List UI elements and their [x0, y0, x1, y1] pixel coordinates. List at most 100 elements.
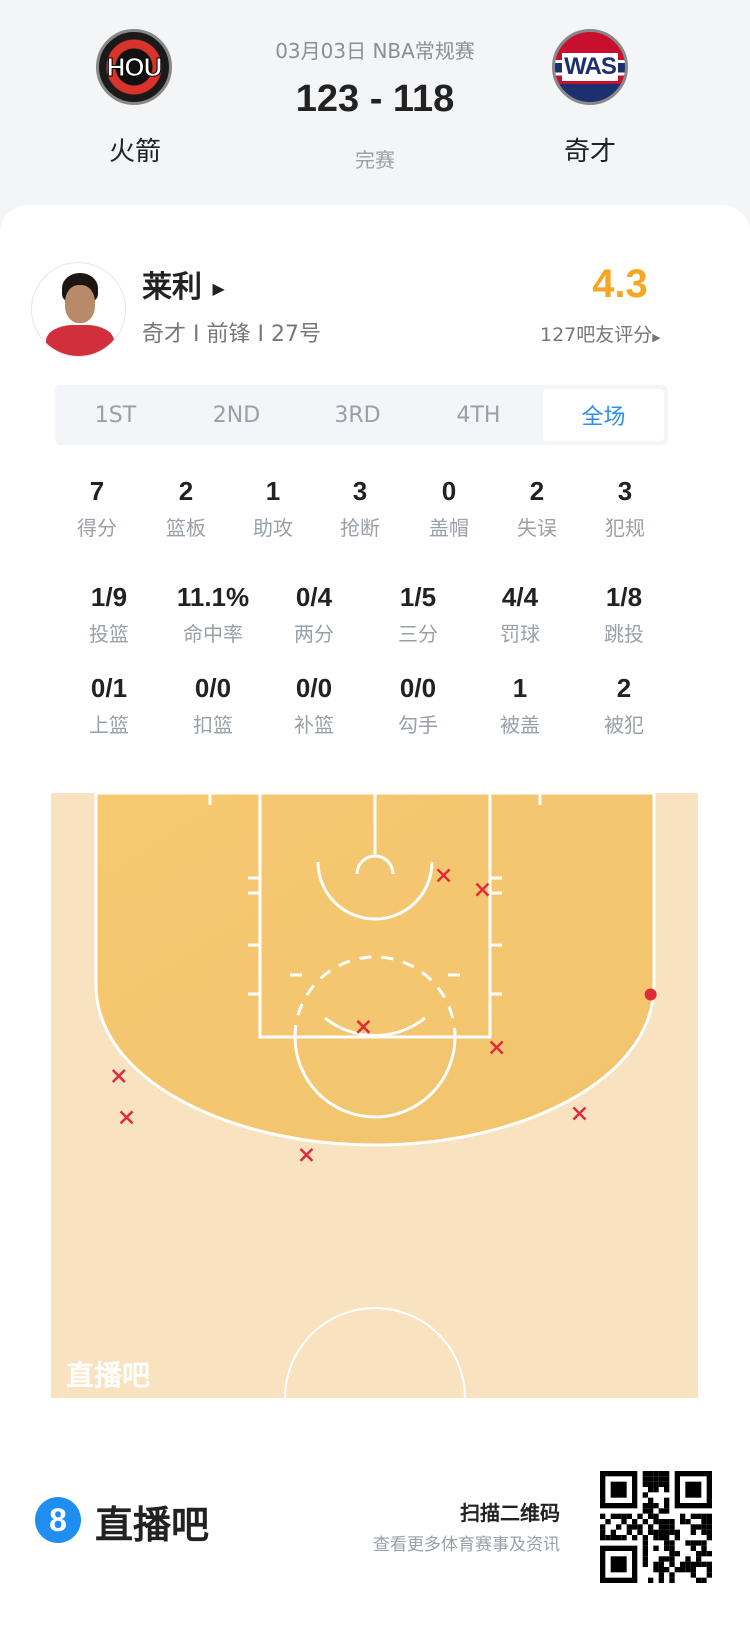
- stat-label: 上篮: [89, 713, 129, 737]
- stat-stats-row3-1: 0/0 扣篮: [158, 673, 268, 738]
- player-avatar[interactable]: [31, 262, 126, 357]
- stat-value: 0/0: [295, 673, 333, 703]
- tab-2nd[interactable]: 2ND: [212, 402, 261, 428]
- shot-chart: 直播吧: [51, 793, 698, 1398]
- stat-label: 扣篮: [193, 713, 233, 737]
- stat-label: 助攻: [253, 516, 293, 540]
- shots-layer: [111, 868, 657, 1162]
- stat-value: 4/4: [501, 582, 539, 612]
- stat-label: 犯规: [605, 516, 645, 540]
- player-name-link[interactable]: 莱利 ▶: [142, 262, 225, 306]
- stat-value: 2: [529, 476, 545, 506]
- stat-label: 两分: [294, 622, 334, 646]
- stat-value: 2: [178, 476, 194, 506]
- stat-stats-row1-4: 0 盖帽: [394, 476, 504, 541]
- court-lines: [208, 793, 542, 1398]
- stat-label: 失误: [517, 516, 557, 540]
- home-abbr: HOU: [106, 51, 163, 82]
- court-watermark: 直播吧: [66, 1359, 150, 1392]
- stat-stats-row2-1: 11.1% 命中率: [158, 582, 268, 647]
- three-point-area: [94, 793, 656, 1147]
- player-rating: 4.3: [592, 262, 648, 306]
- missed-shot-marker: [572, 1106, 587, 1121]
- stat-value: 11.1%: [176, 582, 250, 612]
- stat-stats-row1-2: 1 助攻: [218, 476, 328, 541]
- stat-stats-row3-3: 0/0 勾手: [363, 673, 473, 738]
- stat-label: 勾手: [398, 713, 438, 737]
- away-abbr: WAS: [562, 53, 618, 81]
- scan-qr-subtitle: 查看更多体育赛事及资讯: [373, 1535, 560, 1555]
- stat-stats-row1-3: 3 抢断: [305, 476, 415, 541]
- stat-label: 被犯: [604, 713, 644, 737]
- stat-value: 3: [352, 476, 368, 506]
- stat-stats-row2-4: 4/4 罚球: [465, 582, 575, 647]
- chevron-right-icon: ▶: [652, 331, 661, 344]
- missed-shot-marker: [299, 1148, 314, 1162]
- stat-value: 7: [89, 476, 105, 506]
- rating-label: 127吧友评分: [540, 324, 653, 346]
- stat-stats-row1-1: 2 篮板: [131, 476, 241, 541]
- stat-label: 罚球: [500, 622, 540, 646]
- hou-team-logo[interactable]: HOU: [96, 29, 172, 105]
- stat-stats-row3-5: 2 被犯: [569, 673, 679, 738]
- stat-label: 得分: [77, 516, 117, 540]
- stat-value: 0/1: [90, 673, 128, 703]
- stat-stats-row1-0: 7 得分: [42, 476, 152, 541]
- stat-label: 被盖: [500, 713, 540, 737]
- stat-label: 抢断: [340, 516, 380, 540]
- stat-stats-row1-5: 2 失误: [482, 476, 592, 541]
- match-score: 123 - 118: [295, 78, 455, 120]
- match-status: 完赛: [355, 148, 395, 172]
- home-team-name[interactable]: 火箭: [108, 137, 161, 167]
- qr-code[interactable]: [600, 1471, 712, 1583]
- stat-stats-row3-0: 0/1 上篮: [54, 673, 164, 738]
- made-shot-marker: [644, 988, 657, 1001]
- stat-stats-row3-4: 1 被盖: [465, 673, 575, 738]
- stat-value: 0: [441, 476, 457, 506]
- stat-value: 1: [265, 476, 281, 506]
- stat-value: 0/4: [295, 582, 333, 612]
- player-name: 莱利: [142, 270, 202, 305]
- missed-shot-marker: [475, 882, 490, 897]
- stat-stats-row2-5: 1/8 跳投: [569, 582, 679, 647]
- missed-shot-marker: [111, 1069, 126, 1083]
- was-team-logo[interactable]: WAS: [552, 29, 628, 105]
- stat-value: 0/0: [399, 673, 437, 703]
- missed-shot-marker: [356, 1019, 371, 1034]
- missed-shot-marker: [489, 1040, 504, 1055]
- stat-value: 1/8: [605, 582, 643, 612]
- stat-stats-row2-3: 1/5 三分: [363, 582, 473, 647]
- stat-value: 3: [617, 476, 633, 506]
- stat-label: 三分: [398, 622, 438, 646]
- brand-logo: 8: [35, 1497, 81, 1543]
- period-tabs: 1ST 2ND 3RD 4TH 全场: [55, 385, 668, 445]
- stat-stats-row1-6: 3 犯规: [570, 476, 680, 541]
- scan-qr-title: 扫描二维码: [460, 1501, 560, 1525]
- stat-stats-row2-2: 0/4 两分: [259, 582, 369, 647]
- missed-shot-marker: [436, 868, 451, 883]
- stat-value: 2: [616, 673, 632, 703]
- stat-label: 投篮: [89, 622, 129, 646]
- stat-value: 1/9: [90, 582, 128, 612]
- stat-value: 1: [512, 673, 528, 703]
- play-arrow-icon: ▶: [212, 279, 225, 298]
- stat-stats-row2-0: 1/9 投篮: [54, 582, 164, 647]
- brand-name: 直播吧: [95, 1503, 210, 1547]
- tab-full-game[interactable]: 全场: [543, 389, 664, 441]
- stat-label: 补篮: [294, 713, 334, 737]
- tab-1st[interactable]: 1ST: [94, 402, 137, 428]
- player-info: 奇才 I 前锋 I 27号: [142, 322, 321, 347]
- rating-link[interactable]: 127吧友评分▶: [540, 320, 661, 347]
- stat-label: 篮板: [166, 516, 206, 540]
- tab-3rd[interactable]: 3RD: [334, 402, 381, 428]
- stat-label: 命中率: [183, 622, 243, 646]
- tab-4th[interactable]: 4TH: [456, 402, 501, 428]
- stat-value: 1/5: [399, 582, 437, 612]
- stat-label: 跳投: [604, 622, 644, 646]
- missed-shot-marker: [119, 1110, 134, 1125]
- match-date-league: 03月03日 NBA常规赛: [275, 39, 475, 63]
- stat-stats-row3-2: 0/0 补篮: [259, 673, 369, 738]
- away-team-name[interactable]: 奇才: [563, 137, 616, 167]
- stat-label: 盖帽: [429, 516, 469, 540]
- stat-value: 0/0: [194, 673, 232, 703]
